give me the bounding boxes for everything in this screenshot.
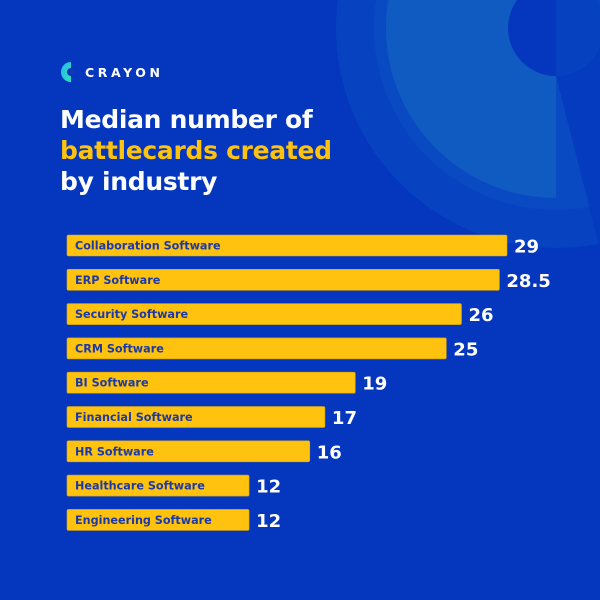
bar-category-label: CRM Software (75, 342, 164, 355)
bar-category-label: Financial Software (75, 411, 193, 424)
bar (66, 371, 356, 394)
bar-value-label: 12 (256, 511, 281, 532)
bar (66, 474, 250, 497)
bar-value-label: 28.5 (506, 271, 550, 292)
bar (66, 268, 500, 291)
bar-group: HR Software 16 (66, 440, 342, 463)
bar (66, 234, 508, 257)
bar-value-label: 19 (362, 374, 387, 395)
bar (66, 303, 462, 325)
bar-category-label: ERP Software (75, 274, 161, 287)
bar (66, 509, 250, 531)
bar (66, 406, 326, 428)
bar-group: ERP Software 28.5 (66, 268, 551, 292)
bar-group: Security Software 26 (66, 303, 494, 326)
bar-value-label: 12 (256, 477, 281, 498)
bar (66, 337, 447, 360)
bar-group: BI Software 19 (66, 371, 387, 395)
bar-group: Collaboration Software 29 (66, 234, 539, 258)
bar-category-label: Collaboration Software (75, 240, 221, 253)
brand-name: CRAYON (85, 64, 164, 80)
title-line-2-highlight: battlecards created (60, 136, 332, 165)
page-title: Median number of battlecards created by … (60, 104, 332, 197)
bar-value-label: 17 (332, 408, 357, 429)
bar-category-label: Healthcare Software (75, 480, 205, 493)
bar-category-label: BI Software (75, 377, 149, 390)
bar-group: Healthcare Software 12 (66, 474, 281, 498)
bar-category-label: Security Software (75, 308, 188, 321)
bar-value-label: 16 (317, 442, 342, 463)
title-line-3: by industry (60, 167, 218, 196)
bar-value-label: 29 (514, 237, 539, 258)
brand-logo: CRAYON (59, 61, 164, 83)
crayon-c-logo-icon (61, 62, 75, 82)
title-line-1: Median number of (60, 105, 313, 134)
bar-value-label: 26 (468, 305, 493, 326)
bar-group: CRM Software 25 (66, 337, 478, 360)
bar (66, 440, 311, 463)
bar-value-label: 25 (453, 339, 478, 360)
bar-group: Engineering Software 12 (66, 509, 281, 532)
bar-category-label: HR Software (75, 445, 154, 458)
decor-right-slice (556, 28, 600, 250)
bar-category-label: Engineering Software (75, 514, 212, 527)
bar-group: Financial Software 17 (66, 406, 357, 429)
